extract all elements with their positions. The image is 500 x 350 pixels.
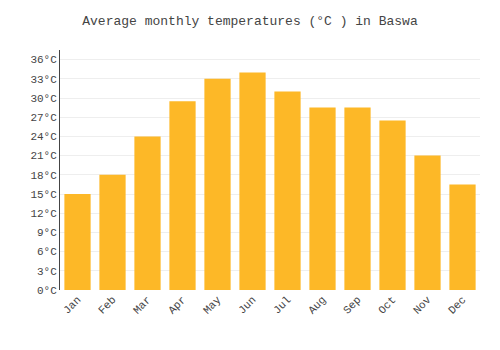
- svg-text:Jan: Jan: [61, 294, 83, 316]
- svg-text:6°C: 6°C: [37, 246, 57, 258]
- svg-text:15°C: 15°C: [30, 189, 57, 201]
- svg-text:Apr: Apr: [166, 294, 188, 316]
- svg-text:Mar: Mar: [131, 294, 153, 316]
- svg-text:Average monthly temperatures (: Average monthly temperatures (°C ) in Ba…: [82, 14, 418, 29]
- svg-text:3°C: 3°C: [37, 266, 57, 278]
- svg-text:Jul: Jul: [271, 294, 293, 316]
- svg-text:36°C: 36°C: [30, 54, 57, 66]
- svg-text:Jun: Jun: [236, 294, 258, 316]
- svg-text:21°C: 21°C: [30, 150, 57, 162]
- svg-text:Sep: Sep: [341, 294, 363, 316]
- svg-text:18°C: 18°C: [30, 170, 57, 182]
- svg-text:0°C: 0°C: [37, 285, 57, 297]
- svg-text:12°C: 12°C: [30, 208, 57, 220]
- svg-text:Dec: Dec: [446, 294, 468, 316]
- svg-text:Nov: Nov: [411, 294, 434, 317]
- svg-text:24°C: 24°C: [30, 131, 57, 143]
- svg-text:Oct: Oct: [376, 294, 398, 316]
- svg-text:30°C: 30°C: [30, 93, 57, 105]
- svg-text:9°C: 9°C: [37, 227, 57, 239]
- svg-text:27°C: 27°C: [30, 112, 57, 124]
- svg-text:Aug: Aug: [306, 294, 328, 316]
- svg-text:33°C: 33°C: [30, 74, 57, 86]
- svg-text:Feb: Feb: [96, 294, 118, 316]
- svg-text:May: May: [201, 294, 224, 317]
